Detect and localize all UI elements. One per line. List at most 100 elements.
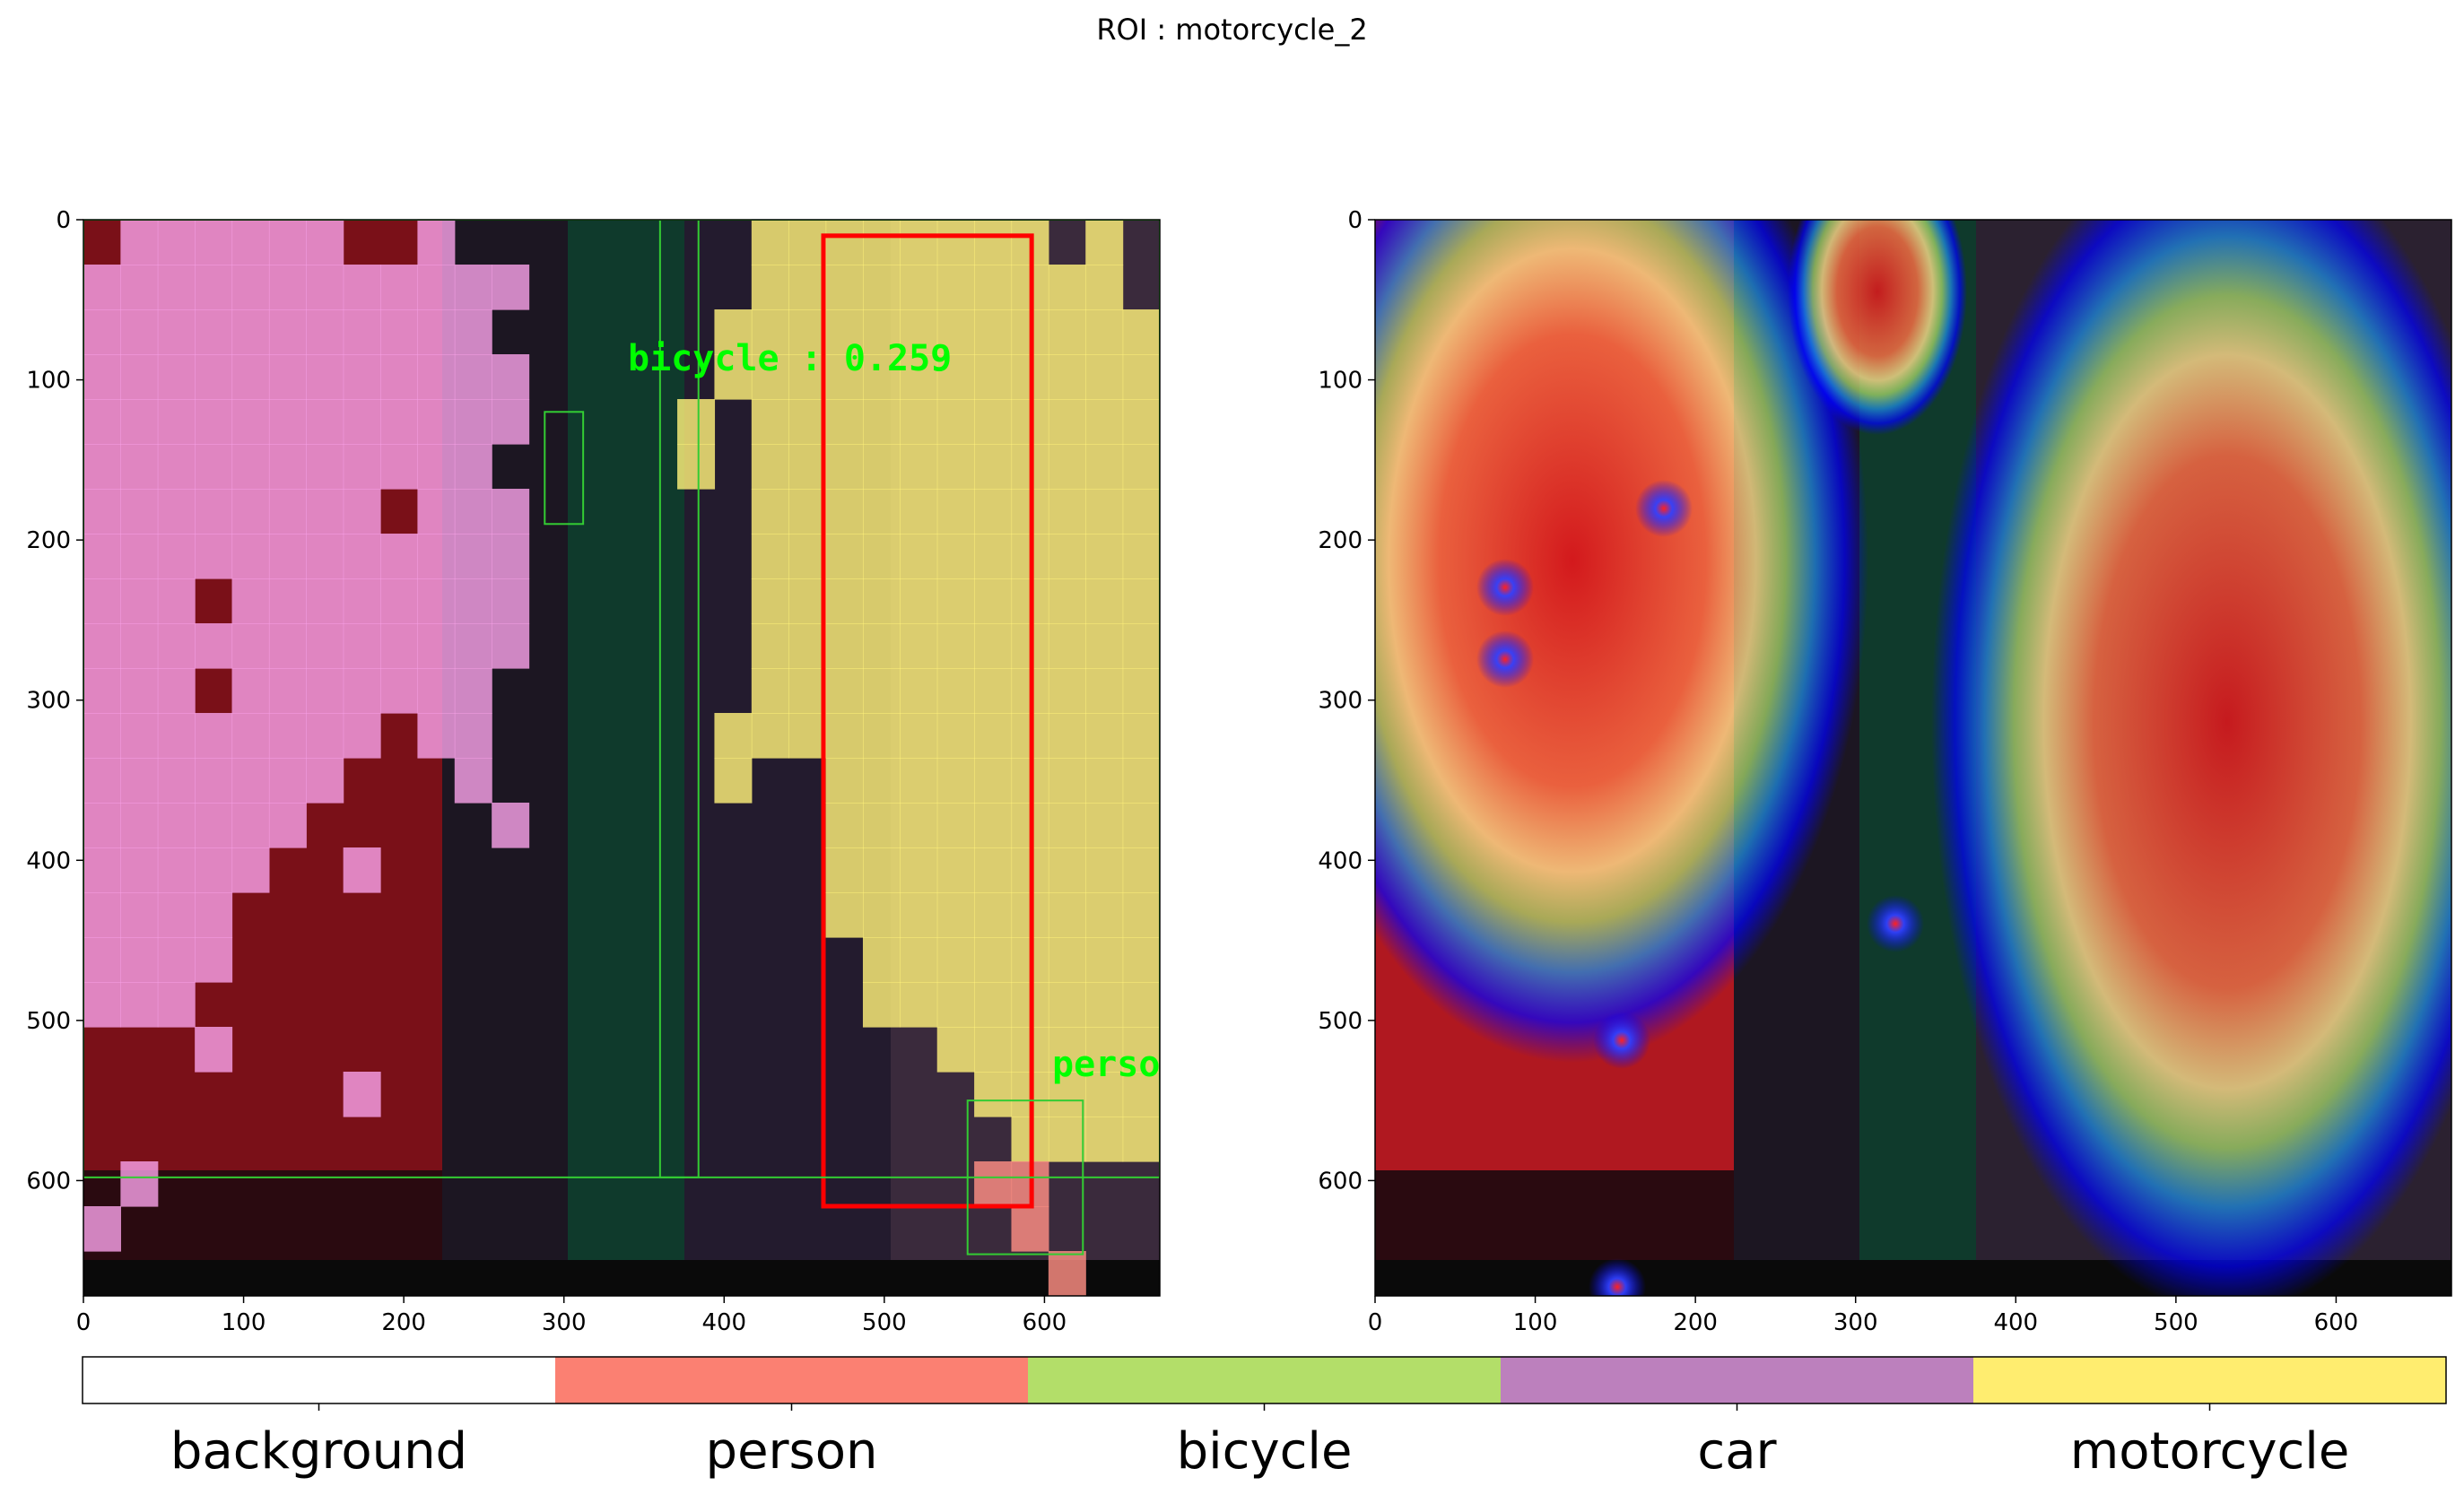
right-x-tick-label: 100 <box>1513 1309 1558 1336</box>
mask-cell-c <box>417 623 456 669</box>
mask-cell-m <box>900 892 938 938</box>
left-y-tick-label: 500 <box>26 1008 71 1035</box>
mask-cell-m <box>974 399 1013 445</box>
mask-cell-m <box>1048 892 1086 938</box>
mask-cell-m <box>900 803 938 848</box>
mask-cell-c <box>306 354 344 400</box>
left-x-tick-label: 200 <box>381 1309 426 1336</box>
mask-cell-c <box>83 534 121 579</box>
mask-cell-c <box>306 399 344 445</box>
mask-cell-m <box>1085 578 1124 624</box>
mask-cell-m <box>1122 444 1160 490</box>
legend-frame <box>82 1356 2447 1404</box>
mask-cell-m <box>936 1027 975 1073</box>
mask-cell-c <box>83 354 121 400</box>
mask-cell-m <box>974 578 1013 624</box>
left-axes-frame <box>83 219 1161 1297</box>
mask-cell-c <box>157 982 196 1028</box>
mask-cell-c <box>492 534 530 579</box>
mask-cell-m <box>825 578 864 624</box>
mask-cell-c <box>268 713 307 759</box>
mask-cell-c <box>306 265 344 310</box>
right-y-tick-label: 400 <box>1318 847 1363 874</box>
legend-swatch-bicycle <box>1028 1357 1502 1403</box>
mask-cell-m <box>1122 489 1160 534</box>
right-x-tick-label: 0 <box>1368 1309 1383 1336</box>
mask-cell-c <box>380 444 419 490</box>
mask-cell-m <box>1085 399 1124 445</box>
mask-cell-c <box>343 713 381 759</box>
mask-cell-c <box>83 803 121 848</box>
mask-cell-m <box>1085 668 1124 714</box>
left-y-tick-label: 100 <box>26 368 71 395</box>
mask-cell-c <box>306 578 344 624</box>
right-x-tick-label: 500 <box>2154 1309 2198 1336</box>
mask-cell-c <box>157 713 196 759</box>
mask-cell-m <box>788 578 827 624</box>
mask-cell-m <box>936 309 975 355</box>
mask-cell-c <box>195 534 233 579</box>
mask-cell-m <box>862 982 901 1028</box>
attention-heatmap-image <box>1375 220 2451 1296</box>
mask-cell-c <box>83 847 121 893</box>
mask-cell-m <box>862 803 901 848</box>
mask-cell-m <box>1085 803 1124 848</box>
mask-cell-m <box>936 713 975 759</box>
mask-cell-m <box>825 399 864 445</box>
mask-cell-c <box>343 309 381 355</box>
mask-cell-m <box>1048 713 1086 759</box>
mask-cell-c <box>231 578 270 624</box>
legend-swatch-car <box>1501 1357 1974 1403</box>
mask-cell-m <box>825 713 864 759</box>
mask-cell-c <box>417 399 456 445</box>
attn-spot-2 <box>1635 480 1693 537</box>
mask-cell-c <box>343 489 381 534</box>
mask-cell-c <box>83 444 121 490</box>
mask-cell-m <box>751 534 789 579</box>
mask-cell-m <box>1048 444 1086 490</box>
mask-cell-c <box>417 489 456 534</box>
mask-cell-m <box>900 713 938 759</box>
mask-cell-m <box>677 444 716 490</box>
mask-cell-c <box>343 444 381 490</box>
mask-cell-m <box>900 220 938 265</box>
right-y-tick-label: 300 <box>1318 688 1363 715</box>
mask-cell-c <box>120 892 159 938</box>
mask-cell-m <box>862 444 901 490</box>
mask-cell-c <box>231 309 270 355</box>
mask-cell-m <box>1048 1027 1086 1073</box>
mask-cell-m <box>1085 220 1124 265</box>
mask-cell-m <box>825 220 864 265</box>
mask-cell-c <box>120 578 159 624</box>
mask-cell-m <box>825 354 864 400</box>
mask-cell-c <box>380 623 419 669</box>
mask-cell-m <box>751 489 789 534</box>
mask-cell-m <box>1048 578 1086 624</box>
mask-cell-m <box>1085 1072 1124 1117</box>
mask-cell-m <box>1085 937 1124 983</box>
mask-cell-m <box>825 623 864 669</box>
mask-cell-m <box>714 354 753 400</box>
mask-cell-m <box>1122 578 1160 624</box>
mask-cell-c <box>343 354 381 400</box>
mask-cell-c <box>231 220 270 265</box>
mask-cell-c <box>157 444 196 490</box>
mask-cell-c <box>380 534 419 579</box>
mask-cell-c <box>83 578 121 624</box>
mask-cell-c <box>417 713 456 759</box>
mask-cell-c <box>83 1206 121 1252</box>
mask-cell-m <box>1048 937 1086 983</box>
mask-cell-c <box>492 623 530 669</box>
mask-cell-c <box>454 265 492 310</box>
mask-cell-c <box>380 265 419 310</box>
mask-cell-m <box>862 758 901 804</box>
mask-cell-c <box>157 489 196 534</box>
left-x-tick-label: 100 <box>222 1309 266 1336</box>
mask-cell-m <box>936 847 975 893</box>
mask-cell-c <box>231 803 270 848</box>
mask-cell-m <box>862 220 901 265</box>
mask-cell-m <box>788 309 827 355</box>
mask-cell-c <box>120 354 159 400</box>
mask-cell-c <box>83 668 121 714</box>
